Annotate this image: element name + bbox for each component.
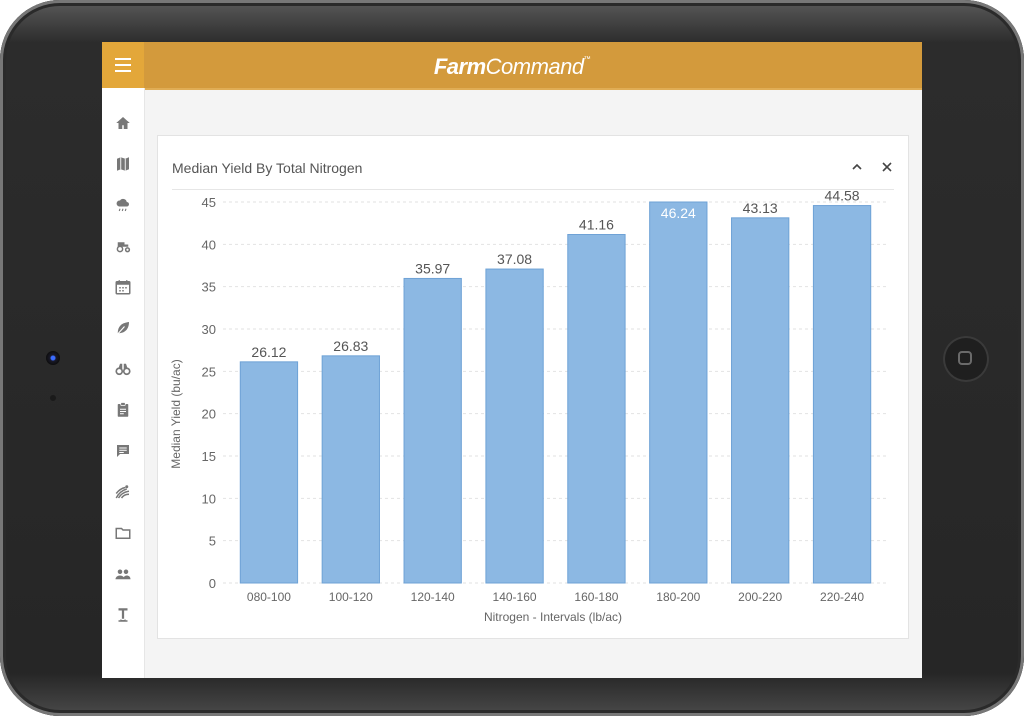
x-tick-label: 140-160: [493, 590, 537, 604]
tractor-icon: [116, 242, 131, 253]
bar-220-240[interactable]: [812, 205, 872, 584]
sidebar-item-reports[interactable]: [102, 395, 144, 425]
folder-icon: [115, 527, 131, 539]
bar-200-220[interactable]: [731, 217, 790, 584]
brand-part-1: Farm: [433, 54, 486, 79]
bar-100-120[interactable]: [321, 355, 380, 584]
y-tick-label: 40: [202, 237, 216, 252]
sidebar-item-scouting[interactable]: [102, 354, 144, 384]
sidebar-item-team[interactable]: [102, 559, 144, 589]
chat-icon: [117, 445, 129, 457]
y-axis-ticks: 0 5 10 15 20 25 30 35 40 45: [202, 195, 216, 591]
card-actions: [846, 156, 898, 178]
app-screen: FarmCommand™: [102, 42, 922, 678]
close-button[interactable]: [876, 156, 898, 178]
sidebar-item-files[interactable]: [102, 518, 144, 548]
menu-button[interactable]: [102, 42, 144, 88]
sidebar-item-home[interactable]: [102, 108, 144, 138]
y-tick-label: 45: [202, 195, 216, 210]
hamburger-line: [115, 70, 131, 72]
chart-card: Median Yield By Total Nitrogen 0 5 10 15 20 2…: [157, 135, 909, 639]
x-tick-label: 100-120: [329, 590, 373, 604]
camera-icon: [46, 351, 60, 365]
sidebar-item-crops[interactable]: [102, 313, 144, 343]
hamburger-icon: [115, 58, 131, 60]
bar-value-label: 41.16: [579, 217, 614, 233]
bar-140-160[interactable]: [485, 268, 544, 584]
y-tick-label: 0: [209, 576, 216, 591]
x-tick-label: 180-200: [656, 590, 700, 604]
bar-180-200[interactable]: [649, 201, 708, 584]
bar-chart: 0 5 10 15 20 25 30 35 40 45 26.12 26.83 35.97 37.08 4…: [169, 190, 888, 624]
brand-tm: ™: [583, 56, 591, 63]
people-icon: [115, 569, 131, 580]
x-tick-label: 220-240: [820, 590, 864, 604]
home-button-icon: [958, 351, 972, 365]
binoculars-icon: [115, 363, 131, 376]
bar-value-label: 44.58: [825, 190, 860, 204]
sidebar: [102, 88, 145, 678]
y-tick-label: 35: [202, 280, 216, 295]
bar-value-label: 43.13: [743, 200, 778, 216]
x-axis-label: Nitrogen - Intervals (lb/ac): [484, 610, 622, 624]
brand-logo: FarmCommand™: [102, 54, 922, 80]
card-divider: [172, 189, 894, 190]
field-rows-icon: [115, 485, 130, 499]
y-tick-label: 30: [202, 322, 216, 337]
y-tick-label: 25: [202, 364, 216, 379]
bar-120-140[interactable]: [403, 277, 462, 584]
top-bar: FarmCommand™: [102, 42, 922, 90]
y-tick-label: 20: [202, 407, 216, 422]
sidebar-item-calendar[interactable]: [102, 272, 144, 302]
hamburger-line: [115, 64, 131, 66]
bar-160-180[interactable]: [567, 234, 626, 584]
chevron-up-icon: [852, 163, 862, 170]
bar-value-labels: 26.12 26.83 35.97 37.08 41.16 46.24 43.13 44.58: [251, 190, 859, 360]
weather-icon: [116, 198, 129, 212]
bar-080-100[interactable]: [239, 361, 299, 584]
home-icon: [116, 117, 130, 129]
brand-part-2: Command: [485, 54, 584, 79]
probe-icon: [118, 608, 128, 622]
chart-bars: [239, 201, 872, 584]
x-tick-label: 200-220: [738, 590, 782, 604]
x-tick-label: 080-100: [247, 590, 291, 604]
x-tick-label: 120-140: [411, 590, 455, 604]
sidebar-item-probes[interactable]: [102, 600, 144, 630]
sidebar-item-equipment[interactable]: [102, 231, 144, 261]
y-tick-label: 15: [202, 449, 216, 464]
sensor-dot: [50, 395, 56, 401]
card-title: Median Yield By Total Nitrogen: [172, 160, 363, 176]
home-button[interactable]: [943, 336, 989, 382]
bar-value-label: 46.24: [661, 205, 696, 221]
bar-value-label: 35.97: [415, 260, 450, 276]
x-axis-ticks: 080-100 100-120 120-140 140-160 160-180 180-2…: [247, 590, 864, 604]
sidebar-item-weather[interactable]: [102, 190, 144, 220]
close-icon: [882, 162, 892, 172]
sidebar-item-fields[interactable]: [102, 477, 144, 507]
y-tick-label: 10: [202, 491, 216, 506]
map-icon: [117, 157, 129, 171]
bar-value-label: 26.83: [333, 338, 368, 354]
bar-value-label: 37.08: [497, 251, 532, 267]
y-axis-label: Median Yield (bu/ac): [169, 359, 183, 468]
leaf-icon: [117, 322, 129, 335]
y-tick-label: 5: [209, 534, 216, 549]
sidebar-item-messages[interactable]: [102, 436, 144, 466]
clipboard-icon: [117, 402, 129, 417]
bar-value-label: 26.12: [251, 344, 286, 360]
sidebar-item-map[interactable]: [102, 149, 144, 179]
x-tick-label: 160-180: [574, 590, 618, 604]
calendar-icon: [115, 280, 131, 295]
collapse-button[interactable]: [846, 156, 868, 178]
